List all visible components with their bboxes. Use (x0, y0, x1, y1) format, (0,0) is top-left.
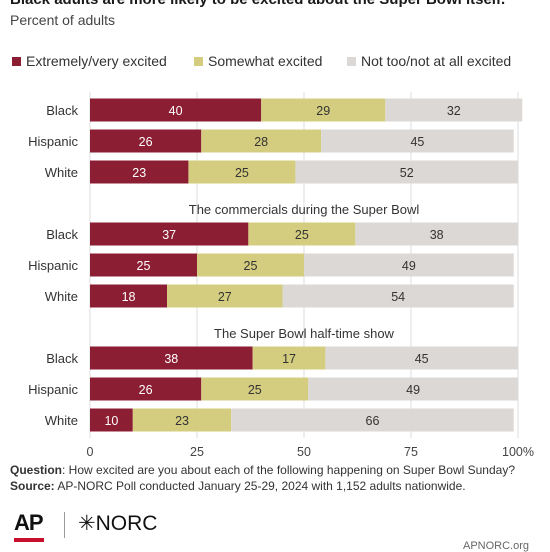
bar-segment (201, 377, 309, 401)
footer-question-text: : How excited are you about each of the … (62, 463, 515, 477)
bar-segment (248, 222, 356, 246)
data-label: 25 (137, 259, 151, 273)
bar-segment (197, 253, 304, 277)
category-label: Hispanic (28, 382, 78, 397)
bar-segment (261, 98, 386, 122)
data-label: 52 (400, 166, 414, 180)
footer-question-label: Question (10, 463, 63, 477)
bar-segment (304, 253, 514, 277)
data-label: 29 (316, 104, 330, 118)
bar-segment (90, 377, 202, 401)
data-label: 45 (410, 135, 424, 149)
data-label: 40 (169, 104, 183, 118)
bar-segment (90, 129, 202, 153)
data-label: 66 (366, 414, 380, 428)
data-label: 37 (162, 228, 176, 242)
legend-swatch (347, 57, 356, 66)
category-label: Hispanic (28, 258, 78, 273)
bar-segment (355, 222, 518, 246)
bar-segment (90, 160, 189, 184)
bar-segment (282, 284, 514, 308)
credit-text: APNORC.org (463, 540, 530, 552)
data-label: 38 (430, 228, 444, 242)
norc-star-icon: ✳ (78, 512, 96, 535)
stacked-bar-chart: Extremely/very excited Somewhat excited No… (12, 53, 534, 459)
data-label: 27 (218, 290, 232, 304)
category-label: Black (46, 227, 78, 242)
norc-logo-text: NORC (95, 512, 158, 535)
bar-segment (252, 346, 326, 370)
bar-segment (90, 253, 197, 277)
legend-label: Not too/not at all excited (361, 53, 511, 69)
data-label: 17 (282, 352, 296, 366)
chart-subtitle: Percent of adults (10, 12, 116, 28)
data-label: 49 (406, 383, 420, 397)
category-label: White (45, 289, 78, 304)
bar-segment (90, 284, 168, 308)
x-tick-label: 25 (190, 445, 204, 459)
data-label: 25 (235, 166, 249, 180)
data-label: 23 (175, 414, 189, 428)
legend-swatch (194, 57, 203, 66)
data-label: 45 (415, 352, 429, 366)
bar-segment (132, 408, 232, 432)
ap-logo-accent (14, 538, 44, 542)
category-label: White (45, 165, 78, 180)
data-label: 25 (244, 259, 258, 273)
bar-segment (90, 346, 253, 370)
bar-segment (90, 98, 262, 122)
data-label: 28 (254, 135, 268, 149)
bar-segment (385, 98, 523, 122)
footer-question: Question: How excited are you about each… (10, 463, 515, 477)
x-tick-label: 75 (404, 445, 418, 459)
category-label: Black (46, 103, 78, 118)
ap-logo: AP (14, 510, 44, 535)
category-label: Black (46, 351, 78, 366)
bar-segment (308, 377, 518, 401)
data-label: 26 (139, 383, 153, 397)
bar-segment (90, 408, 133, 432)
x-tick-label: 100% (502, 445, 534, 459)
footer-source: Source: AP-NORC Poll conducted January 2… (10, 479, 466, 493)
data-label: 25 (295, 228, 309, 242)
group-title: The Super Bowl half-time show (214, 326, 395, 341)
data-label: 38 (164, 352, 178, 366)
bar-segment (188, 160, 296, 184)
data-label: 10 (104, 414, 118, 428)
bar-segment (321, 129, 514, 153)
footer-source-label: Source: (10, 479, 55, 493)
group-title: The commercials during the Super Bowl (189, 202, 420, 217)
logo-divider (64, 512, 65, 538)
chart-title: Black adults are more likely to be excit… (10, 0, 505, 8)
x-tick-label: 50 (297, 445, 311, 459)
bar-segment (167, 284, 283, 308)
data-label: 54 (391, 290, 405, 304)
bar-segment (231, 408, 514, 432)
data-label: 32 (447, 104, 461, 118)
bar-segment (201, 129, 322, 153)
data-label: 25 (248, 383, 262, 397)
legend-swatch (12, 57, 21, 66)
bar-segment (90, 222, 249, 246)
data-label: 23 (132, 166, 146, 180)
data-label: 18 (122, 290, 136, 304)
category-label: White (45, 413, 78, 428)
legend-label: Somewhat excited (208, 53, 322, 69)
data-label: 49 (402, 259, 416, 273)
norc-logo: ✳NORC (78, 511, 157, 536)
category-label: Hispanic (28, 134, 78, 149)
bar-segment (325, 346, 518, 370)
legend-label: Extremely/very excited (26, 53, 167, 69)
data-label: 26 (139, 135, 153, 149)
footer-source-text: AP-NORC Poll conducted January 25-29, 20… (54, 479, 466, 493)
bar-segment (295, 160, 518, 184)
x-tick-label: 0 (87, 445, 94, 459)
